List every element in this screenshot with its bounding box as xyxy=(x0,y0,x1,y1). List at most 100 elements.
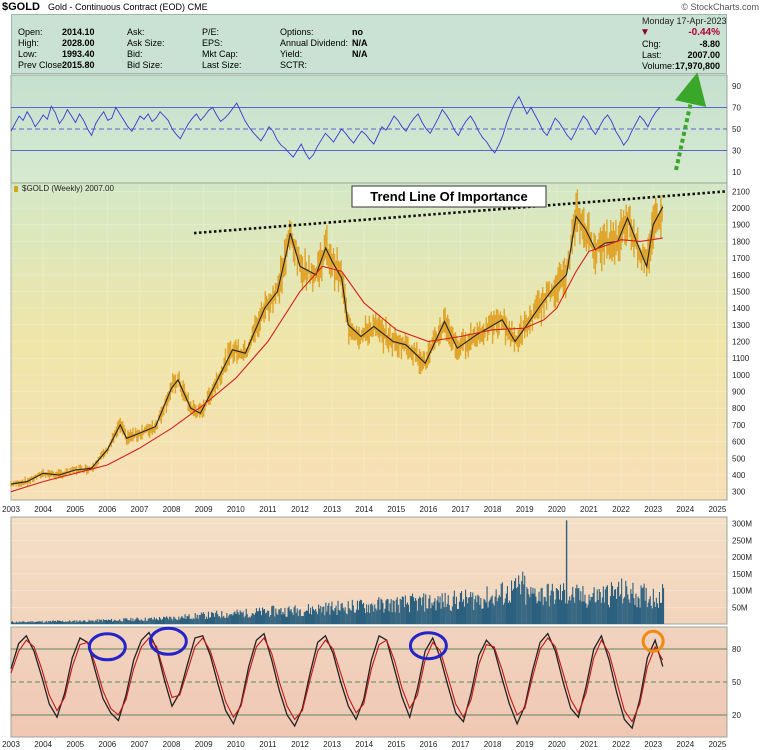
volume-bar xyxy=(24,622,26,624)
volume-bar xyxy=(660,602,662,624)
volume-bar xyxy=(482,608,484,624)
x-tick-label: 2021 xyxy=(580,740,598,749)
legend-swatch-icon xyxy=(14,186,18,192)
volume-bar xyxy=(169,616,171,624)
volume-bar xyxy=(198,615,200,624)
volume-bar xyxy=(187,616,189,624)
y-tick-label: 300 xyxy=(732,488,746,497)
volume-bar xyxy=(130,617,132,624)
volume-bar xyxy=(391,612,393,624)
quote-value: 2014.10 xyxy=(62,27,95,37)
volume-bar xyxy=(312,606,314,624)
y-tick-label: 700 xyxy=(732,421,746,430)
volume-bar xyxy=(643,583,645,624)
volume-bar xyxy=(509,602,511,624)
volume-bar xyxy=(285,616,287,624)
volume-bar xyxy=(524,575,526,624)
volume-bar xyxy=(619,596,621,624)
volume-bar xyxy=(573,597,575,624)
volume-bar xyxy=(343,610,345,624)
volume-bar xyxy=(201,614,203,624)
volume-bar xyxy=(415,598,417,624)
volume-bar xyxy=(180,617,182,624)
quote-label: Options: xyxy=(280,27,314,37)
volume-bar xyxy=(141,620,143,624)
volume-bar xyxy=(428,598,430,624)
volume-bar xyxy=(214,616,216,624)
volume-bar xyxy=(227,617,229,624)
volume-bar xyxy=(112,621,114,624)
volume-bar xyxy=(65,621,67,624)
volume-bar xyxy=(59,620,61,624)
volume-bar xyxy=(479,604,481,624)
volume-bar xyxy=(437,596,439,624)
volume-bar xyxy=(79,620,81,624)
volume-bar xyxy=(154,619,156,624)
volume-bar xyxy=(103,620,105,624)
volume-bar xyxy=(488,601,490,624)
volume-bar xyxy=(491,595,493,624)
volume-bar xyxy=(207,611,209,624)
volume-bar xyxy=(554,599,556,624)
x-tick-label: 2007 xyxy=(131,505,149,514)
volume-bar xyxy=(495,589,497,624)
volume-bar xyxy=(18,622,20,624)
indicator-line xyxy=(10,95,661,160)
volume-bar xyxy=(203,613,205,624)
volume-bar xyxy=(69,620,71,624)
x-tick-label: 2005 xyxy=(66,740,84,749)
volume-bar xyxy=(537,600,539,624)
volume-bar xyxy=(380,598,382,624)
volume-bar xyxy=(13,622,15,624)
volume-bar xyxy=(249,617,251,624)
volume-bar xyxy=(542,605,544,624)
volume-bar xyxy=(434,598,436,624)
volume-bar xyxy=(630,589,632,624)
quote-value: N/A xyxy=(352,38,368,48)
volume-bar xyxy=(221,611,223,624)
volume-bar xyxy=(480,598,482,624)
volume-bar xyxy=(544,597,546,624)
stochastic-k-line xyxy=(10,631,664,730)
volume-bar xyxy=(631,593,633,624)
y-tick-label: 2000 xyxy=(732,204,750,213)
y-tick-label: 20 xyxy=(732,711,741,720)
volume-bar xyxy=(93,621,95,624)
volume-bar xyxy=(656,603,658,624)
volume-bar xyxy=(372,605,374,624)
quote-label: Bid Size: xyxy=(127,60,163,70)
volume-bar xyxy=(388,611,390,624)
volume-bar xyxy=(168,619,170,624)
volume-bar xyxy=(423,593,425,624)
volume-bar xyxy=(376,610,378,624)
volume-bar xyxy=(317,614,319,624)
volume-bar xyxy=(51,620,53,624)
volume-bar xyxy=(471,597,473,624)
annotation-box xyxy=(351,185,547,208)
volume-bar xyxy=(268,610,270,624)
volume-bar xyxy=(565,520,568,624)
volume-bar xyxy=(604,589,606,624)
volume-bar xyxy=(331,601,333,624)
volume-bar xyxy=(310,607,312,624)
volume-bar xyxy=(659,602,661,624)
volume-bar xyxy=(632,582,634,624)
volume-bar xyxy=(238,614,240,624)
volume-bar xyxy=(579,600,581,624)
volume-bar xyxy=(625,580,627,624)
volume-bar xyxy=(598,589,600,624)
volume-bar xyxy=(128,620,130,624)
volume-bar xyxy=(234,611,236,624)
x-tick-label: 2014 xyxy=(355,740,373,749)
volume-bar xyxy=(185,619,187,624)
volume-bar xyxy=(400,599,402,624)
x-tick-label: 2006 xyxy=(98,740,116,749)
volume-bar xyxy=(336,615,338,624)
volume-bar xyxy=(605,586,607,624)
volume-bar xyxy=(250,615,252,624)
volume-bar xyxy=(342,607,344,624)
volume-bar xyxy=(570,600,572,624)
y-tick-label: 1200 xyxy=(732,338,750,347)
volume-bar xyxy=(119,619,121,624)
